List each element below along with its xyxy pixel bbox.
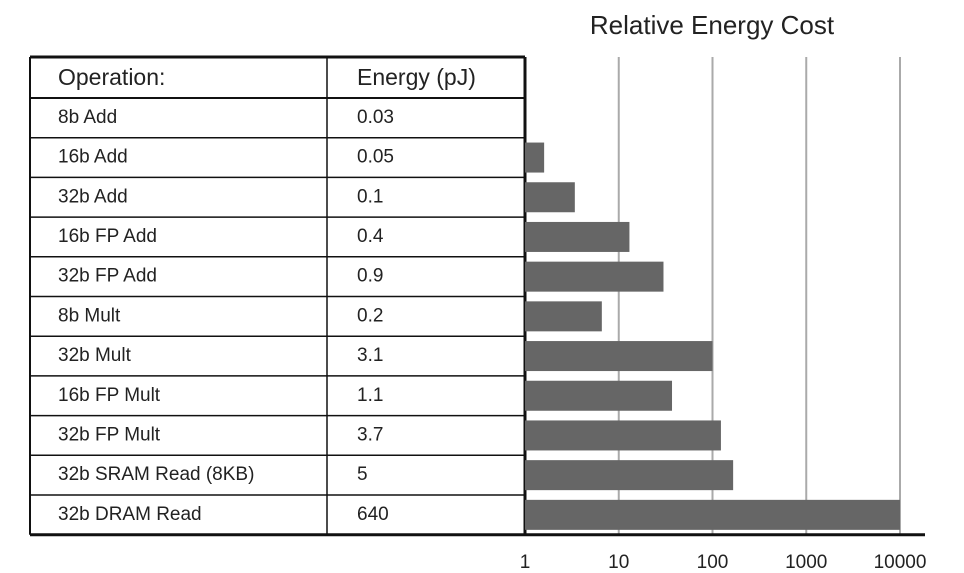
bar: [525, 261, 664, 292]
operation-label: 32b FP Add: [58, 266, 157, 287]
bar: [525, 221, 630, 252]
bar: [525, 341, 713, 372]
operation-label: 32b FP Mult: [58, 424, 161, 445]
energy-value: 1.1: [357, 385, 383, 406]
energy-value: 640: [357, 504, 389, 525]
bar: [525, 460, 734, 491]
energy-value: 0.2: [357, 305, 383, 326]
bar: [525, 380, 673, 411]
operation-label: 8b Add: [58, 107, 117, 128]
bar: [525, 142, 545, 173]
operation-label: 32b DRAM Read: [58, 504, 202, 525]
energy-value: 0.05: [357, 147, 394, 168]
bar: [525, 420, 721, 451]
bar: [525, 499, 900, 530]
bar: [525, 182, 575, 213]
bar: [525, 301, 602, 332]
energy-value: 3.7: [357, 424, 383, 445]
operation-label: 16b FP Mult: [58, 385, 161, 406]
energy-value: 0.9: [357, 266, 383, 287]
operation-label: 32b Mult: [58, 345, 132, 366]
operation-label: 32b Add: [58, 186, 128, 207]
x-tick-label: 100: [697, 552, 729, 573]
energy-value: 0.1: [357, 186, 383, 207]
operation-label: 16b FP Add: [58, 226, 157, 247]
chart-title: Relative Energy Cost: [590, 10, 835, 40]
energy-value: 0.4: [357, 226, 384, 247]
column-header: Energy (pJ): [357, 64, 476, 90]
operation-label: 32b SRAM Read (8KB): [58, 464, 254, 485]
energy-value: 5: [357, 464, 368, 485]
operation-label: 16b Add: [58, 147, 128, 168]
energy-value: 3.1: [357, 345, 383, 366]
x-tick-label: 10000: [874, 552, 927, 573]
column-header: Operation:: [58, 64, 165, 90]
operation-label: 8b Mult: [58, 305, 121, 326]
x-tick-label: 1000: [785, 552, 827, 573]
energy-value: 0.03: [357, 107, 394, 128]
x-tick-label: 1: [520, 552, 531, 573]
x-tick-label: 10: [608, 552, 629, 573]
